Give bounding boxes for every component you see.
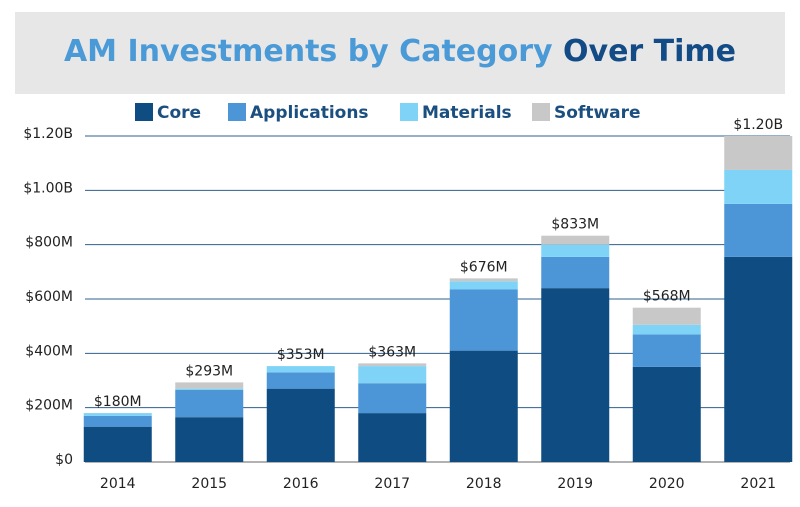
x-tick-label: 2017 [374,476,410,492]
x-tick-label: 2021 [740,476,776,492]
legend-label: Applications [250,103,369,123]
bar-segment [541,235,610,245]
y-tick-label: $1.00B [23,180,73,196]
chart-title: AM Investments by Category Over Time [64,34,736,69]
legend-swatch [135,103,153,121]
x-tick-label: 2015 [191,476,227,492]
bar-segment [541,256,610,289]
bar-segment [724,136,793,170]
bar-segment [83,415,152,427]
bar-segment [632,324,701,335]
legend-label: Materials [422,103,512,123]
bar-segment [358,413,427,462]
bar-segment [724,169,793,204]
x-tick-label: 2020 [649,476,685,492]
x-tick-label: 2018 [466,476,502,492]
y-tick-label: $1.20B [23,126,73,142]
x-tick-label: 2019 [557,476,593,492]
legend-label: Core [157,103,201,123]
y-tick-label: $400M [25,343,73,359]
bar-segment [83,413,152,416]
title-emphasis: Over Time [563,34,736,69]
legend-swatch [400,103,418,121]
bar-segment [632,307,701,325]
bar-segment [541,288,610,462]
bar-segment [541,244,610,257]
total-label: $676M [460,259,508,275]
total-label: $833M [551,217,599,233]
bar-segment [449,350,518,462]
legend-swatch [532,103,550,121]
legend-swatch [228,103,246,121]
total-label: $1.20B [733,117,783,133]
y-tick-label: $600M [25,289,73,305]
total-label: $293M [185,363,233,379]
y-tick-label: $800M [25,235,73,251]
bar-segment [632,334,701,367]
legend-label: Software [554,103,641,123]
title-main: AM Investments by Category [64,34,553,69]
bar-segment [175,417,244,462]
bar-segment [449,281,518,290]
bar-segment [175,390,244,418]
x-tick-label: 2016 [283,476,319,492]
bar-segment [449,278,518,282]
title-box [15,12,785,94]
bar-segment [449,289,518,351]
bar-segment [175,382,244,389]
x-tick-label: 2014 [100,476,136,492]
bar-segment [266,372,335,389]
y-tick-label: $0 [55,452,73,468]
total-label: $353M [277,347,325,363]
bar-segment [266,366,335,373]
total-label: $568M [643,289,691,305]
bar-segment [358,363,427,367]
y-tick-label: $200M [25,398,73,414]
bar-segment [724,203,793,257]
total-label: $363M [368,344,416,360]
bar-segment [358,383,427,414]
bar-segment [632,366,701,462]
bar-segment [83,426,152,462]
bar-segment [358,366,427,384]
bar-segment [266,388,335,462]
bar-segment [724,256,793,462]
total-label: $180M [94,394,142,410]
bar-segment [175,388,244,391]
